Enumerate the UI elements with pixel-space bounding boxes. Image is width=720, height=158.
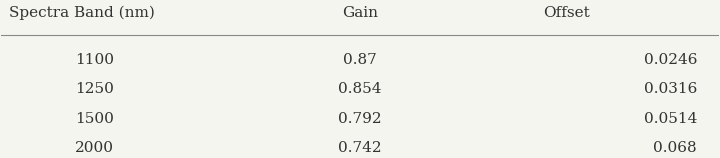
Text: Spectra Band (nm): Spectra Band (nm): [9, 6, 154, 20]
Text: 0.0514: 0.0514: [644, 112, 697, 126]
Text: 1100: 1100: [75, 53, 114, 67]
Text: 2000: 2000: [75, 141, 114, 155]
Text: 0.0246: 0.0246: [644, 53, 697, 67]
Text: 0.0316: 0.0316: [644, 82, 697, 96]
Text: 0.742: 0.742: [338, 141, 382, 155]
Text: 0.792: 0.792: [338, 112, 382, 126]
Text: 0.068: 0.068: [654, 141, 697, 155]
Text: Offset: Offset: [543, 6, 590, 20]
Text: 0.854: 0.854: [338, 82, 382, 96]
Text: 0.87: 0.87: [343, 53, 377, 67]
Text: 1500: 1500: [75, 112, 114, 126]
Text: Gain: Gain: [342, 6, 378, 20]
Text: 1250: 1250: [75, 82, 114, 96]
